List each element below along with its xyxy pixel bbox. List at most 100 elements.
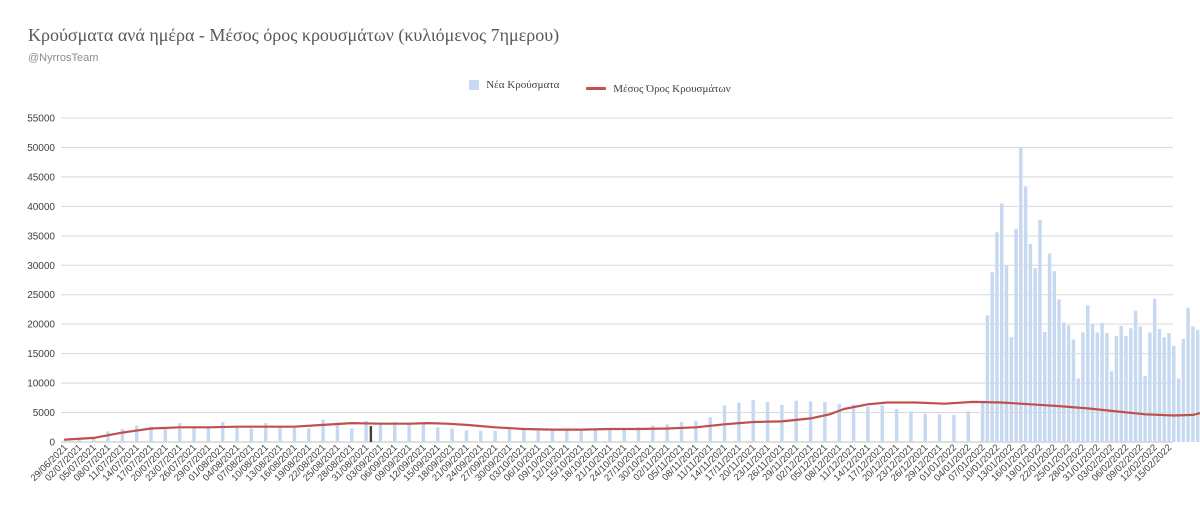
bar [350, 428, 354, 442]
legend-item-line: Μέσος Όρος Κρουσμάτων [586, 83, 731, 95]
bar [708, 417, 712, 442]
bar [1176, 378, 1181, 442]
bar [1167, 333, 1171, 442]
bar [192, 426, 196, 442]
bar [393, 421, 397, 442]
bar [307, 428, 311, 442]
bar [1019, 147, 1023, 443]
bar [63, 439, 67, 442]
bar [985, 315, 990, 442]
bar [1105, 333, 1109, 442]
y-tick-label: 0 [49, 438, 55, 449]
chart-title: Κρούσματα ανά ημέρα - Μέσος όρος κρουσμά… [28, 25, 560, 45]
bar [163, 427, 168, 442]
bar [507, 429, 512, 442]
bar [106, 431, 110, 442]
bar [1129, 328, 1133, 442]
y-tick-label: 5000 [33, 408, 56, 419]
y-tick-label: 10000 [27, 379, 55, 390]
bar [808, 401, 813, 442]
bar [1162, 337, 1166, 442]
bar [235, 426, 239, 442]
legend-swatch-line [586, 87, 607, 90]
bar [1014, 228, 1018, 442]
bar [421, 424, 426, 442]
bar [694, 420, 698, 442]
bar [880, 405, 884, 442]
bar [966, 411, 970, 442]
bar [249, 428, 254, 442]
bar [1152, 298, 1157, 442]
bar [264, 423, 268, 442]
bar [1033, 268, 1037, 442]
bar [1114, 335, 1119, 442]
bar [1119, 325, 1123, 442]
legend-label-bars: Νέα Κρούσματα [486, 79, 560, 91]
bar [909, 411, 913, 442]
bar [1109, 371, 1114, 442]
bar [1071, 339, 1076, 442]
bar [220, 421, 225, 442]
bar [522, 429, 526, 442]
bar [1143, 376, 1147, 442]
bar [1172, 345, 1176, 442]
chart-subtitle: @NyrrosTeam [28, 52, 99, 64]
bar [120, 429, 125, 442]
bar [1157, 328, 1162, 442]
bar [851, 404, 856, 442]
bar [1100, 323, 1104, 442]
bar [1148, 332, 1152, 442]
highlight-bar [369, 426, 373, 442]
bar [134, 425, 139, 442]
bar [1038, 219, 1042, 442]
bar [1057, 299, 1061, 442]
bar [1047, 253, 1052, 442]
bar [565, 429, 569, 442]
y-tick-label: 15000 [27, 349, 55, 360]
bar [866, 406, 870, 442]
y-tick-label: 30000 [27, 261, 55, 272]
bar [292, 427, 297, 442]
bar [335, 422, 340, 442]
bar [278, 426, 282, 442]
bar [1181, 338, 1186, 442]
bar [780, 404, 784, 442]
bar [923, 413, 927, 442]
y-tick-label: 25000 [27, 290, 55, 301]
bar [1009, 337, 1014, 442]
bar [1195, 330, 1200, 442]
bar [1081, 332, 1085, 442]
bar [1000, 203, 1004, 442]
bar [321, 419, 325, 442]
bar [1076, 378, 1080, 442]
bar [952, 414, 956, 442]
bar [1186, 307, 1190, 442]
bar [1066, 325, 1071, 442]
bar [91, 436, 96, 442]
bar [77, 438, 82, 442]
bar [364, 420, 368, 442]
bar [665, 424, 669, 442]
bar [1023, 186, 1028, 442]
bar [837, 403, 841, 442]
legend-item-bars: Νέα Κρούσματα [469, 79, 559, 91]
bar [436, 427, 440, 442]
y-tick-label: 35000 [27, 231, 55, 242]
bar [1043, 331, 1047, 442]
bar [937, 414, 942, 442]
bar [823, 401, 827, 442]
bar [1095, 332, 1100, 442]
bar [177, 423, 182, 442]
bar [1191, 326, 1195, 442]
bar [1052, 271, 1057, 442]
bar [206, 427, 211, 442]
bar [493, 430, 497, 442]
bar [536, 428, 540, 442]
y-tick-label: 55000 [27, 114, 55, 125]
bar [149, 426, 153, 442]
bar [378, 423, 383, 442]
legend-swatch-bars [469, 80, 480, 90]
chart-legend: Νέα Κρούσματα Μέσος Όρος Κρουσμάτων [0, 79, 1200, 95]
bar [479, 430, 483, 442]
